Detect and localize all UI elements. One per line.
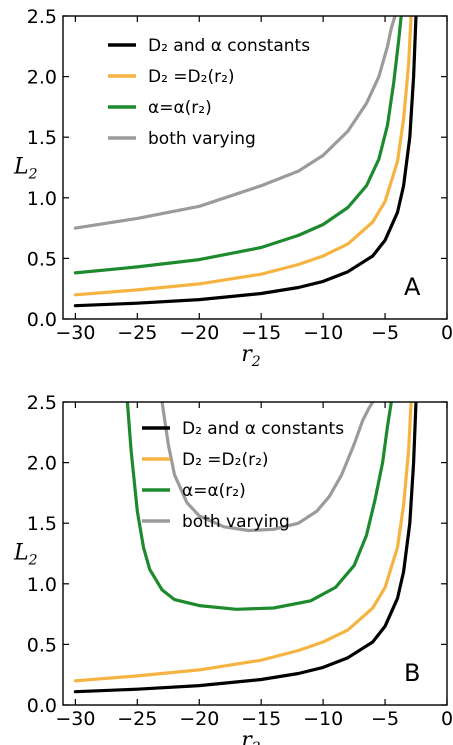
- y-axis-label: L2: [13, 541, 38, 569]
- y-tick-label: 0.0: [27, 695, 57, 717]
- y-tick-label: 0.5: [27, 248, 57, 270]
- legend-label-2: α=α(r₂): [148, 98, 212, 118]
- x-tick-label: 0: [441, 322, 453, 344]
- y-tick-label: 0.5: [27, 634, 57, 656]
- legend-label-3: both varying: [182, 512, 290, 532]
- series-line-3: [160, 402, 375, 533]
- series-line-0: [73, 16, 418, 308]
- legend-label-0: D₂ and α constants: [182, 419, 344, 439]
- series-line-1: [73, 16, 413, 297]
- x-tick-label: −20: [179, 708, 219, 730]
- x-tick-label: −15: [241, 322, 281, 344]
- x-tick-label: −25: [117, 708, 157, 730]
- series-line-2: [125, 402, 393, 611]
- plot-frame: [62, 15, 448, 320]
- legend-label-2: α=α(r₂): [182, 481, 246, 501]
- x-tick-label: −30: [55, 322, 95, 344]
- x-tick-label: −15: [241, 708, 281, 730]
- panel-a: −30 −25 −20 −15 −10 −5 0 0.0 0.5 1.0 1.5 2.0 2.5 r2 L2…: [13, 6, 453, 370]
- x-tick-label: −25: [117, 322, 157, 344]
- series-line-1: [73, 402, 413, 683]
- y-tick-label: 2.0: [27, 453, 57, 475]
- x-tick-label: 0: [441, 708, 453, 730]
- x-tick-label: −5: [371, 708, 399, 730]
- panel-label: A: [404, 273, 421, 301]
- plot-frame: [62, 401, 448, 706]
- y-tick-label: 2.5: [27, 6, 57, 28]
- legend-label-0: D₂ and α constants: [148, 36, 310, 56]
- panel-label: B: [404, 659, 420, 687]
- series-line-0: [73, 402, 418, 694]
- series-line-2: [73, 16, 403, 275]
- x-tick-label: −10: [303, 322, 343, 344]
- x-tick-label: −30: [55, 708, 95, 730]
- y-tick-label: 1.0: [27, 574, 57, 596]
- y-tick-label: 0.0: [27, 309, 57, 331]
- x-axis-label: r2: [241, 728, 261, 745]
- y-tick-label: 1.5: [27, 127, 57, 149]
- x-tick-label: −10: [303, 708, 343, 730]
- y-axis-label: L2: [13, 155, 38, 183]
- legend-label-3: both varying: [148, 129, 256, 149]
- y-tick-label: 1.0: [27, 188, 57, 210]
- series-line-3: [73, 16, 397, 230]
- y-tick-label: 2.0: [27, 67, 57, 89]
- x-tick-label: −5: [371, 322, 399, 344]
- legend-label-1: D₂ =D₂(r₂): [182, 450, 269, 470]
- x-axis-label: r2: [241, 342, 261, 370]
- x-tick-label: −20: [179, 322, 219, 344]
- y-tick-label: 1.5: [27, 513, 57, 535]
- y-tick-label: 2.5: [27, 392, 57, 414]
- panel-b: −30 −25 −20 −15 −10 −5 0 0.0 0.5 1.0 1.5 2.0 2.5 r2 L2…: [13, 392, 453, 745]
- legend-label-1: D₂ =D₂(r₂): [148, 67, 235, 87]
